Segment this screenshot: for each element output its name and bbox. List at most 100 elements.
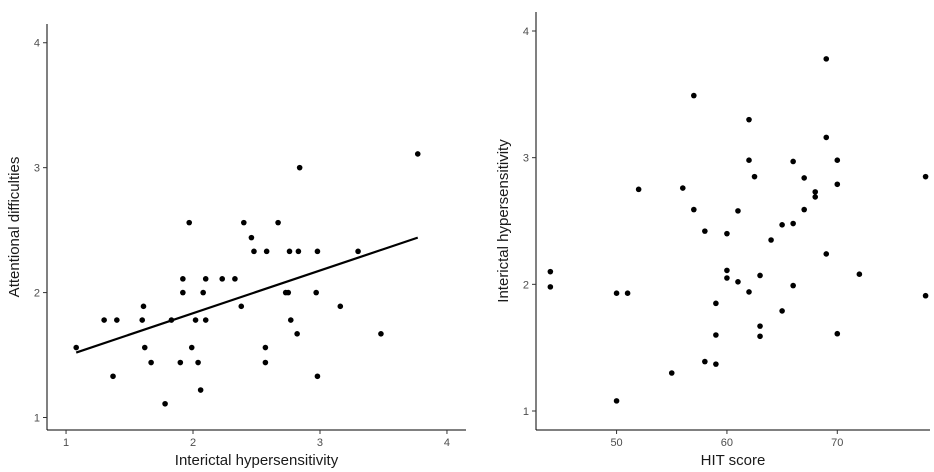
data-point <box>790 158 796 165</box>
data-point <box>73 344 80 351</box>
data-point <box>101 317 107 323</box>
data-point <box>140 303 147 310</box>
x-tick-label: 2 <box>190 437 196 449</box>
data-point <box>251 248 257 255</box>
data-point <box>162 400 168 407</box>
data-point <box>547 268 554 275</box>
data-point <box>110 373 116 380</box>
data-point <box>180 276 186 282</box>
data-point <box>177 359 184 366</box>
data-point <box>746 289 752 295</box>
data-point <box>337 303 344 310</box>
y-tick-label: 2 <box>34 288 40 300</box>
data-point <box>735 279 741 285</box>
data-point <box>757 323 763 329</box>
data-point <box>378 331 384 337</box>
x-tick-label: 70 <box>831 437 843 449</box>
data-point <box>188 344 195 351</box>
data-point <box>232 276 238 282</box>
data-point <box>248 234 255 241</box>
x-tick-label: 4 <box>444 437 450 449</box>
x-axis-title: HIT score <box>701 452 766 469</box>
data-point <box>294 331 300 337</box>
data-point <box>724 267 730 274</box>
data-point <box>186 219 193 226</box>
data-point <box>823 251 830 257</box>
y-tick-label: 4 <box>34 38 40 50</box>
x-tick-label: 60 <box>721 437 733 449</box>
y-tick-label: 4 <box>523 26 529 38</box>
data-point <box>262 359 269 366</box>
y-tick-label: 2 <box>523 279 529 291</box>
data-point <box>691 206 697 213</box>
data-point <box>746 116 752 123</box>
data-point <box>202 317 209 323</box>
data-point <box>613 398 620 404</box>
regression-line <box>75 236 419 354</box>
y-tick-label: 1 <box>523 406 529 418</box>
data-point <box>148 359 154 366</box>
y-axis-title: Attentional difficulties <box>6 157 23 298</box>
x-tick-label: 1 <box>63 437 69 449</box>
data-point <box>801 175 807 181</box>
x-tick-label: 50 <box>610 437 622 449</box>
data-point <box>834 157 841 163</box>
data-point <box>746 157 752 163</box>
data-point <box>314 373 321 380</box>
x-axis-title: Interictal hypersensitivity <box>175 452 339 469</box>
data-point <box>263 248 270 255</box>
data-point <box>139 317 146 323</box>
data-point <box>757 272 763 279</box>
data-point <box>702 358 708 365</box>
data-point <box>768 237 774 243</box>
data-point <box>757 333 763 340</box>
data-point <box>679 185 686 191</box>
data-point <box>702 228 708 234</box>
data-point <box>197 387 204 393</box>
data-point <box>613 290 620 297</box>
data-point <box>790 282 796 289</box>
data-point <box>668 370 675 376</box>
data-point <box>812 194 819 200</box>
y-tick-label: 1 <box>34 413 40 425</box>
data-point <box>219 276 226 282</box>
data-point <box>823 134 830 141</box>
data-point <box>286 248 293 255</box>
y-axis-title: Interictal hypersensitivity <box>495 139 512 303</box>
data-point <box>180 289 186 296</box>
data-point <box>790 220 796 227</box>
data-point <box>238 303 245 310</box>
data-point <box>922 292 929 299</box>
data-point <box>713 300 719 307</box>
y-tick-label: 3 <box>34 163 40 175</box>
data-point <box>713 332 719 338</box>
data-point <box>355 248 361 255</box>
data-point <box>779 308 785 314</box>
data-point <box>922 173 929 180</box>
data-point <box>834 330 841 337</box>
data-point <box>547 284 554 290</box>
data-point <box>200 289 206 296</box>
data-point <box>713 361 719 367</box>
data-point <box>779 222 785 228</box>
data-point <box>801 206 807 213</box>
data-point <box>295 248 302 255</box>
data-point <box>635 186 642 193</box>
data-point <box>856 271 863 278</box>
y-tick-label: 3 <box>523 153 529 165</box>
data-point <box>114 317 120 323</box>
data-point <box>202 276 209 282</box>
data-point <box>834 181 841 188</box>
data-point <box>724 230 730 237</box>
data-point <box>751 173 758 180</box>
data-point <box>275 219 281 226</box>
data-point <box>823 56 830 62</box>
data-point <box>287 317 294 323</box>
data-point <box>195 359 201 366</box>
data-point <box>812 189 819 195</box>
data-point <box>285 289 292 296</box>
data-point <box>735 208 741 214</box>
data-point <box>192 317 199 323</box>
